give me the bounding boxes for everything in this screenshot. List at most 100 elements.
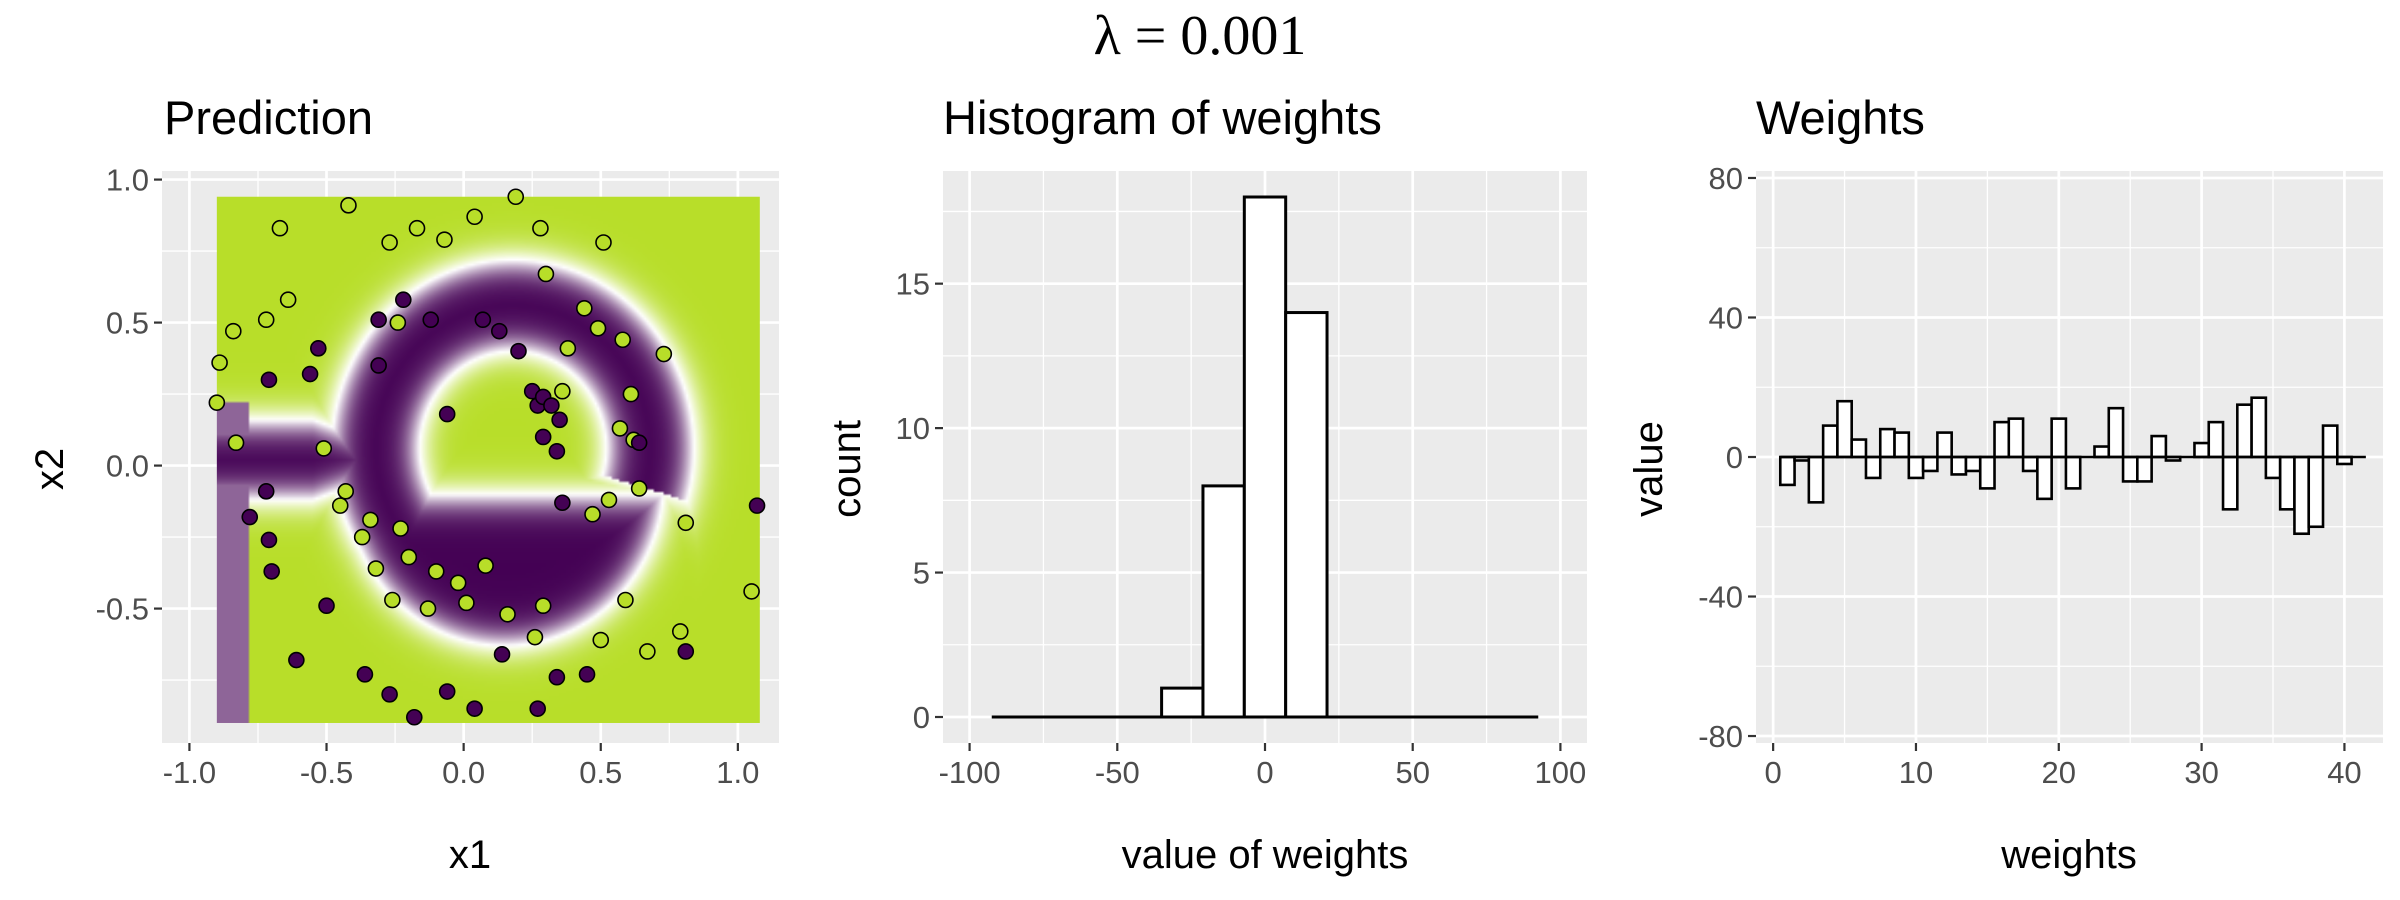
prediction-point [617,591,634,609]
prediction-point [279,291,297,309]
weights-bars [1778,396,2366,536]
prediction-point [595,234,612,251]
weights-bar [2264,455,2282,480]
prediction-point [331,497,349,514]
prediction-point [392,520,409,537]
prediction-point [340,197,357,214]
weights-bar [2221,455,2239,511]
prediction-point [260,371,278,389]
prediction-point [589,319,607,337]
prediction-ylabel: x2 [28,448,72,490]
weights-bar [2250,396,2268,459]
prediction-point [466,208,483,226]
histogram-bar [1201,484,1246,719]
prediction-x-tick-label: -0.5 [300,755,353,790]
weights-bar [2307,455,2325,529]
weights-bar [1964,455,1982,473]
histogram-axes: -100 -50 0 50 100 0 5 10 15 [896,267,1587,790]
prediction-point [271,219,289,237]
weights-bar [1978,455,1996,490]
prediction-point [630,480,648,497]
prediction-point [260,531,278,549]
prediction-point [337,483,355,500]
prediction-point [611,420,629,437]
prediction-point [353,528,371,546]
prediction-point [474,311,492,329]
prediction-point [526,628,544,646]
weights-bar [2293,455,2311,536]
histogram-bars [991,195,1539,719]
weights-bar [1950,455,1968,476]
weights-panel: Weights 0 10 20 30 40 -80 -40 0 40 80 weights val… [1627,91,2383,877]
prediction-point [578,666,596,683]
prediction-point [405,708,423,726]
prediction-point [600,491,618,509]
histogram-bar [1160,686,1205,719]
weights-bar [1907,455,1925,480]
weights-bar [2207,420,2225,459]
weights-bar [2236,403,2253,459]
prediction-axes: -1.0 -0.5 0.0 0.5 1.0 -0.5 0.0 0.5 1.0 [96,163,760,790]
prediction-point [422,311,440,329]
prediction-point [257,311,275,329]
histogram-y-tick-label: 15 [896,267,930,302]
weights-bar [2064,455,2082,490]
prediction-point [592,631,610,649]
weights-bar [2136,455,2153,483]
prediction-point [748,497,766,514]
prediction-y-tick-label: 0.0 [106,449,149,484]
histogram-x-tick-label: -100 [939,755,1001,790]
prediction-point [257,483,275,500]
prediction-point [367,560,385,577]
prediction-point [499,605,516,623]
prediction-point [534,428,552,446]
histogram-y-tick-label: 5 [913,556,930,591]
histogram-y-tick-label: 0 [913,700,930,735]
prediction-point [315,440,333,457]
prediction-point [408,219,426,237]
prediction-point [548,442,566,460]
weights-bar [1878,427,1896,459]
weights-x-tick-label: 10 [1899,755,1933,790]
prediction-point [551,411,568,429]
prediction-point [554,382,571,400]
prediction-point [743,583,760,600]
weights-bar [1864,455,1882,480]
prediction-point [389,314,407,331]
prediction-point [655,345,673,363]
prediction-y-tick-label: 0.5 [106,306,149,341]
weights-bar [2107,406,2125,459]
prediction-point [630,434,648,452]
weights-bar [1778,455,1796,487]
prediction-point [384,591,401,609]
weights-bar [2121,455,2139,483]
weights-bar [2321,424,2339,459]
prediction-point [677,514,695,532]
prediction-point [211,354,228,371]
prediction-point [477,557,494,574]
prediction-point [395,291,412,309]
prediction-xlabel: x1 [449,833,491,877]
weights-bar [2007,417,2025,459]
prediction-y-tick-label: -0.5 [96,592,149,627]
prediction-title: Prediction [164,91,373,144]
weights-x-tick-label: 30 [2184,755,2218,790]
prediction-point [584,505,601,523]
prediction-point [241,508,259,526]
weights-bar [1993,420,2011,459]
weights-title: Weights [1756,91,1925,144]
histogram-x-tick-label: 50 [1395,755,1429,790]
prediction-point [449,574,467,592]
weights-bar [2193,441,2211,459]
prediction-point [224,322,242,340]
prediction-point [438,405,456,423]
prediction-point [318,597,335,615]
weights-bar [1807,455,1825,504]
prediction-x-tick-label: 0.0 [442,755,485,790]
weights-bar [1821,424,1839,459]
weights-x-tick-label: 0 [1765,755,1782,790]
prediction-x-tick-label: 1.0 [716,755,759,790]
histogram-y-tick-label: 10 [896,411,930,446]
prediction-x-tick-label: -1.0 [163,755,216,790]
